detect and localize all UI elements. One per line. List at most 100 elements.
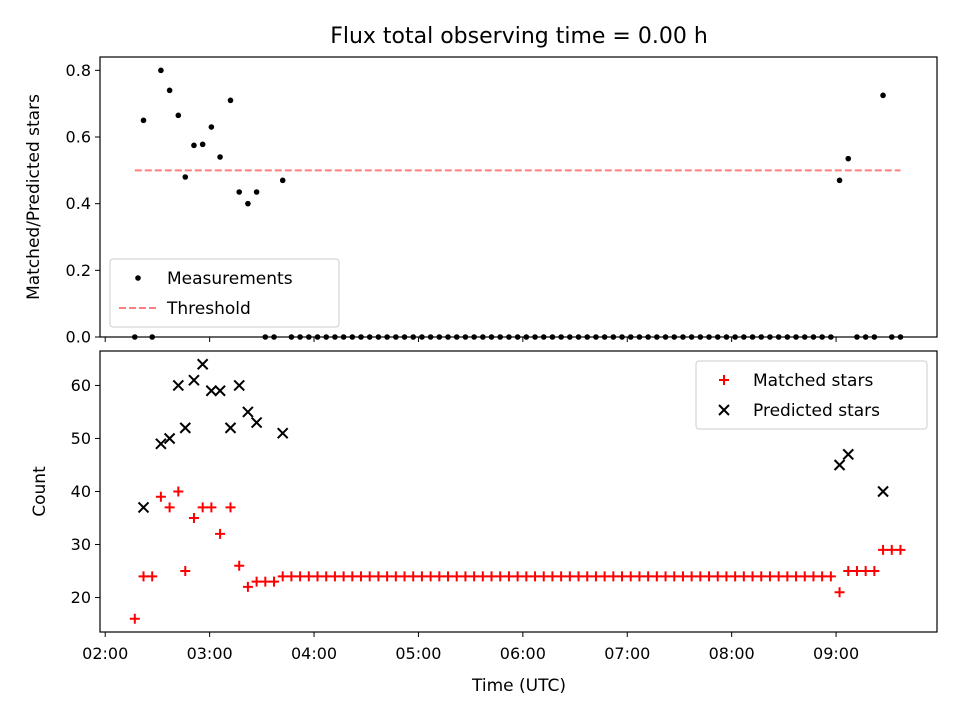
ratio-legend: Measurements Threshold xyxy=(109,258,340,328)
matched-stars-point xyxy=(443,571,454,582)
count-y-tick-label: 60 xyxy=(71,376,91,395)
legend-matched-stars-swatch xyxy=(719,375,729,385)
matched-stars-point xyxy=(251,576,262,587)
matched-stars-point xyxy=(416,571,427,582)
measurements-point xyxy=(158,67,164,74)
matched-stars-point xyxy=(425,571,436,582)
matched-stars-point xyxy=(155,491,166,502)
matched-stars-point xyxy=(173,486,184,497)
matched-stars-point xyxy=(242,581,253,592)
x-tick-label: 06:00 xyxy=(500,644,546,663)
matched-stars-point xyxy=(895,544,906,555)
measurements-point xyxy=(217,154,223,160)
x-tick-label: 09:00 xyxy=(813,644,859,663)
matched-stars-point xyxy=(512,571,523,582)
matched-stars-point xyxy=(129,613,140,624)
matched-stars-point xyxy=(651,571,662,582)
x-tick-label: 03:00 xyxy=(187,644,233,663)
matched-stars-point xyxy=(825,571,836,582)
predicted-stars-point xyxy=(842,448,854,461)
matched-stars-point xyxy=(295,571,306,582)
measurements-point xyxy=(140,117,147,124)
matched-stars-point xyxy=(260,576,271,587)
matched-stars-point xyxy=(147,571,158,582)
matched-stars-point xyxy=(338,571,349,582)
matched-stars-point xyxy=(188,513,199,524)
count-y-tick-label: 50 xyxy=(71,429,91,448)
matched-stars-point xyxy=(321,571,332,582)
matched-stars-point xyxy=(373,571,384,582)
measurements-point xyxy=(191,142,197,149)
count-y-tick-label: 30 xyxy=(71,535,91,554)
predicted-stars-point xyxy=(196,358,209,370)
matched-stars-point xyxy=(547,571,558,582)
predicted-stars-point xyxy=(137,501,150,514)
matched-stars-point xyxy=(625,571,636,582)
matched-stars-point xyxy=(503,571,514,582)
matched-stars-point xyxy=(843,566,854,577)
chart-title: Flux total observing time = 0.00 h xyxy=(330,24,708,49)
matched-stars-point xyxy=(286,571,297,582)
measurements-point xyxy=(199,141,206,148)
matched-stars-point xyxy=(634,571,645,582)
matched-stars-point xyxy=(738,571,749,582)
matched-stars-point xyxy=(197,502,208,513)
legend-threshold-label: Threshold xyxy=(166,299,251,319)
count-legend: Matched stars Predicted stars xyxy=(695,360,928,430)
matched-stars-point xyxy=(669,571,680,582)
measurements-point xyxy=(845,155,852,162)
ratio-y-tick-label: 0.4 xyxy=(66,194,91,213)
ratio-panel: 0.0 0.2 0.4 0.6 0.8 Matched/Predicted stars Me… xyxy=(24,56,938,347)
matched-stars-point xyxy=(451,571,462,582)
matched-stars-point xyxy=(164,502,175,513)
matched-stars-point xyxy=(643,571,654,582)
count-y-axis-label: Count xyxy=(30,466,50,517)
matched-stars-point xyxy=(886,544,897,555)
measurements-point xyxy=(182,174,189,180)
predicted-stars-point xyxy=(163,432,176,445)
count-y-tick-label: 40 xyxy=(71,482,91,501)
matched-stars-point xyxy=(834,587,845,598)
matched-stars-point xyxy=(599,571,610,582)
ratio-y-tick-label: 0.6 xyxy=(66,128,91,147)
matched-stars-point xyxy=(590,571,601,582)
matched-stars-point xyxy=(364,571,375,582)
measurements-point xyxy=(880,92,886,99)
matched-stars-point xyxy=(180,566,191,577)
matched-stars-point xyxy=(329,571,340,582)
x-tick-label: 08:00 xyxy=(709,644,755,663)
matched-stars-point xyxy=(215,528,226,539)
measurements-point xyxy=(279,177,286,184)
predicted-stars-point xyxy=(179,422,191,434)
matched-stars-point xyxy=(356,571,367,582)
matched-stars-point xyxy=(660,571,671,582)
matched-stars-point xyxy=(791,571,802,582)
x-tick-label: 02:00 xyxy=(82,644,128,663)
matched-stars-point xyxy=(878,544,889,555)
predicted-stars-point xyxy=(242,406,254,418)
matched-stars-point xyxy=(234,560,245,571)
predicted-stars-point xyxy=(214,385,226,397)
count-panel: 20 30 40 50 60 02:00 03:00 04:00 05:00 06:00 07:00… xyxy=(30,350,938,663)
predicted-stars-point xyxy=(155,438,167,450)
x-tick-label: 07:00 xyxy=(604,644,650,663)
ratio-y-tick-label: 0.0 xyxy=(66,328,91,347)
ratio-y-tick-label: 0.2 xyxy=(66,261,91,280)
legend-measurements-label: Measurements xyxy=(167,269,293,289)
legend-measurements-swatch xyxy=(135,275,141,281)
predicted-stars-point xyxy=(188,374,200,386)
measurements-point xyxy=(227,97,234,104)
matched-stars-point xyxy=(573,571,584,582)
ratio-y-tick-label: 0.8 xyxy=(66,61,91,80)
predicted-stars-point xyxy=(172,379,185,392)
legend-predicted-stars-swatch xyxy=(718,404,730,416)
matched-stars-point xyxy=(347,571,358,582)
measurements-point xyxy=(245,200,251,207)
ratio-axes-frame xyxy=(99,56,938,338)
matched-stars-point xyxy=(312,571,323,582)
measurements-point xyxy=(208,124,215,130)
measurements-point xyxy=(836,177,843,184)
matched-stars-point xyxy=(390,571,401,582)
predicted-stars-point xyxy=(205,385,218,397)
